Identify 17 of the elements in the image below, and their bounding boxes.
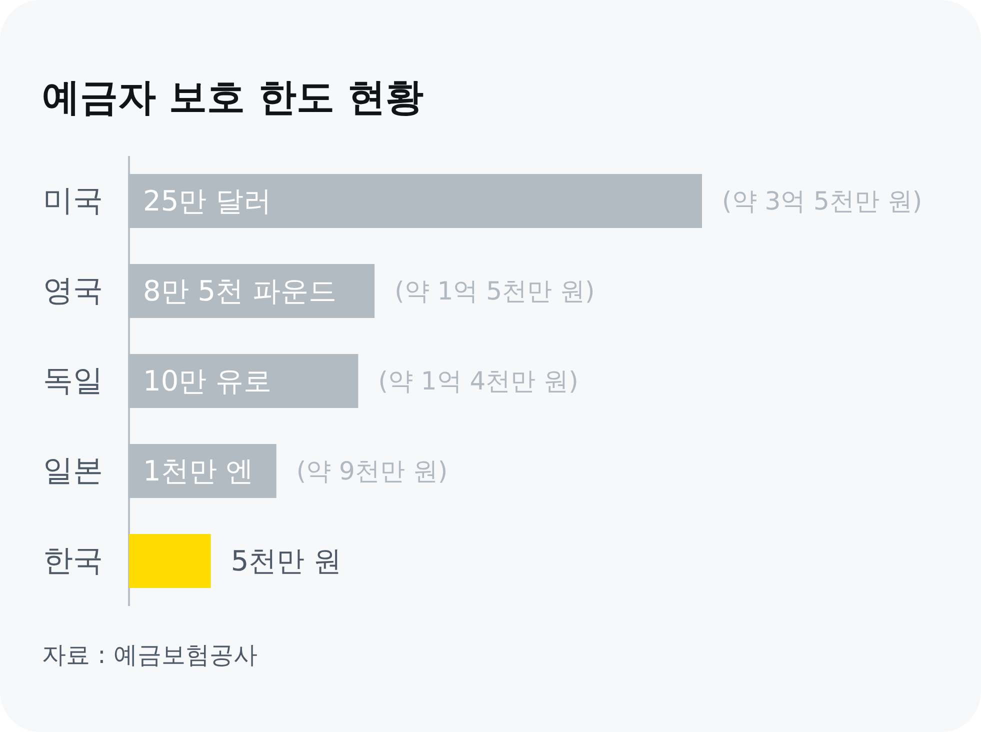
y-tick-label: 한국 — [43, 544, 103, 578]
data-label: (약 1억 5천만 원) — [394, 276, 595, 306]
annotation: 8만 5천 파운드 — [143, 274, 336, 308]
data-label: (약 3억 5천만 원) — [722, 186, 922, 216]
bar — [129, 534, 211, 588]
data-label: (약 1억 4천만 원) — [378, 366, 578, 396]
text: 자료 : 예금보험공사 — [42, 641, 258, 669]
y-tick-label: 미국 — [43, 184, 103, 218]
y-tick-label: 영국 — [43, 274, 103, 308]
annotation: 25만 달러 — [143, 184, 272, 218]
y-tick-label: 일본 — [43, 454, 103, 488]
annotation: 10만 유로 — [143, 364, 272, 398]
data-label: 5천만 원 — [230, 544, 342, 578]
chart-title: 예금자 보호 한도 현황 — [42, 75, 424, 119]
annotation: 1천만 엔 — [143, 454, 254, 488]
y-tick-label: 독일 — [43, 364, 103, 398]
data-label: (약 9천만 원) — [296, 456, 448, 486]
